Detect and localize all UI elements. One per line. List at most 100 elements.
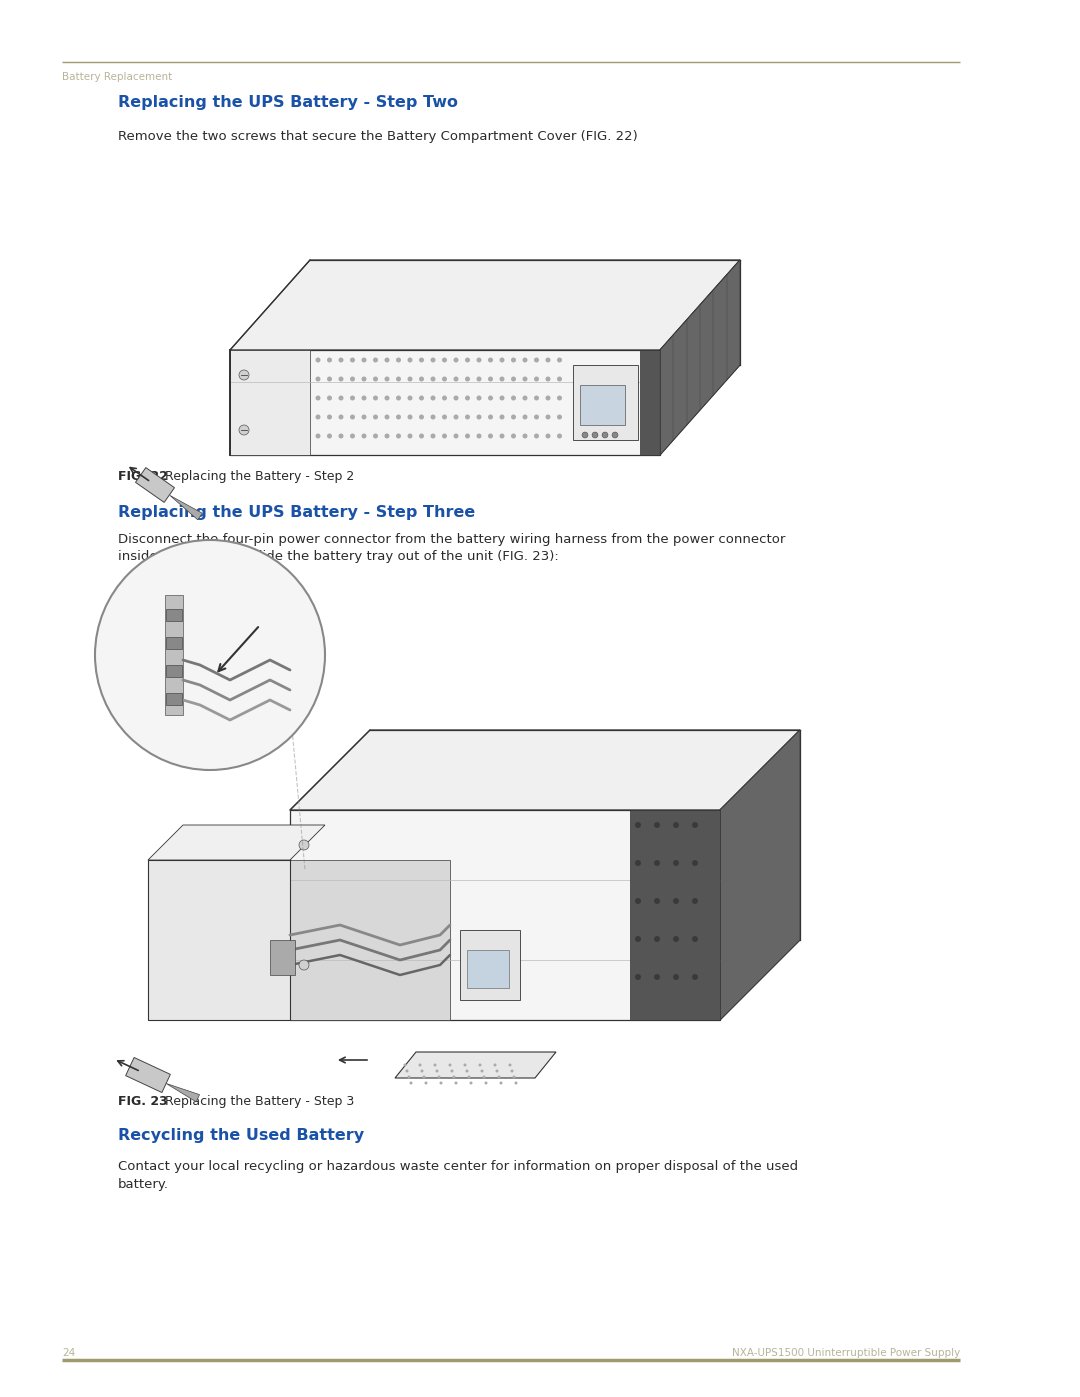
Circle shape [407, 358, 413, 362]
Text: FIG. 22: FIG. 22 [118, 469, 167, 483]
Circle shape [557, 433, 562, 439]
Circle shape [488, 358, 492, 362]
Circle shape [499, 358, 504, 362]
Circle shape [420, 1070, 423, 1073]
Circle shape [511, 377, 516, 381]
Circle shape [396, 433, 401, 439]
Circle shape [454, 377, 459, 381]
Circle shape [483, 1076, 486, 1078]
Circle shape [373, 395, 378, 401]
Circle shape [485, 1081, 487, 1084]
Circle shape [433, 1063, 436, 1066]
Circle shape [692, 898, 698, 904]
Circle shape [481, 1070, 484, 1073]
Circle shape [476, 358, 482, 362]
Circle shape [673, 821, 679, 828]
Circle shape [557, 377, 562, 381]
Circle shape [419, 358, 424, 362]
Circle shape [384, 358, 390, 362]
Circle shape [545, 377, 551, 381]
Text: battery.: battery. [118, 1178, 168, 1192]
Circle shape [465, 415, 470, 419]
Circle shape [362, 377, 366, 381]
Polygon shape [660, 260, 740, 455]
Circle shape [545, 358, 551, 362]
Circle shape [511, 395, 516, 401]
Text: Disconnect the four-pin power connector from the battery wiring harness from the: Disconnect the four-pin power connector … [118, 534, 785, 546]
Circle shape [407, 395, 413, 401]
Circle shape [431, 415, 435, 419]
Polygon shape [291, 731, 800, 810]
Circle shape [534, 358, 539, 362]
Circle shape [327, 415, 332, 419]
Circle shape [692, 936, 698, 942]
Circle shape [362, 358, 366, 362]
Circle shape [476, 377, 482, 381]
Circle shape [419, 415, 424, 419]
Text: Replacing the Battery - Step 2: Replacing the Battery - Step 2 [165, 469, 354, 483]
Polygon shape [395, 1052, 556, 1078]
Circle shape [488, 395, 492, 401]
Circle shape [478, 1063, 482, 1066]
Circle shape [299, 960, 309, 970]
Circle shape [239, 425, 249, 434]
Circle shape [557, 358, 562, 362]
Circle shape [315, 377, 321, 381]
Circle shape [431, 395, 435, 401]
Text: inside the unit, and slide the battery tray out of the unit (FIG. 23):: inside the unit, and slide the battery t… [118, 550, 558, 563]
Circle shape [338, 415, 343, 419]
Circle shape [442, 377, 447, 381]
Circle shape [476, 395, 482, 401]
Circle shape [448, 1063, 451, 1066]
Circle shape [545, 433, 551, 439]
Circle shape [557, 415, 562, 419]
Circle shape [396, 358, 401, 362]
Circle shape [435, 1070, 438, 1073]
Circle shape [523, 358, 527, 362]
Circle shape [407, 1076, 410, 1078]
Circle shape [654, 821, 660, 828]
Circle shape [315, 415, 321, 419]
Circle shape [454, 433, 459, 439]
FancyBboxPatch shape [165, 595, 183, 715]
Circle shape [488, 433, 492, 439]
Circle shape [454, 358, 459, 362]
Circle shape [534, 395, 539, 401]
Circle shape [450, 1070, 454, 1073]
Circle shape [350, 395, 355, 401]
Circle shape [494, 1063, 497, 1066]
Text: Recycling the Used Battery: Recycling the Used Battery [118, 1127, 364, 1143]
Polygon shape [230, 260, 740, 351]
Circle shape [327, 395, 332, 401]
Circle shape [602, 432, 608, 439]
Circle shape [373, 358, 378, 362]
Circle shape [315, 358, 321, 362]
Circle shape [338, 433, 343, 439]
Circle shape [338, 377, 343, 381]
Circle shape [424, 1081, 428, 1084]
Text: Contact your local recycling or hazardous waste center for information on proper: Contact your local recycling or hazardou… [118, 1160, 798, 1173]
Circle shape [384, 415, 390, 419]
Polygon shape [148, 861, 291, 1020]
Circle shape [442, 358, 447, 362]
Circle shape [465, 377, 470, 381]
Circle shape [534, 415, 539, 419]
Circle shape [635, 861, 642, 866]
Circle shape [513, 1076, 515, 1078]
Circle shape [431, 358, 435, 362]
Circle shape [523, 415, 527, 419]
Polygon shape [135, 468, 175, 503]
FancyBboxPatch shape [460, 930, 519, 1000]
Circle shape [407, 433, 413, 439]
Circle shape [673, 898, 679, 904]
Circle shape [692, 974, 698, 981]
Polygon shape [291, 810, 720, 1020]
Polygon shape [166, 1084, 200, 1102]
Circle shape [499, 377, 504, 381]
Circle shape [673, 936, 679, 942]
Circle shape [95, 541, 325, 770]
Polygon shape [230, 351, 310, 455]
Circle shape [431, 433, 435, 439]
Polygon shape [230, 351, 660, 455]
Circle shape [534, 377, 539, 381]
